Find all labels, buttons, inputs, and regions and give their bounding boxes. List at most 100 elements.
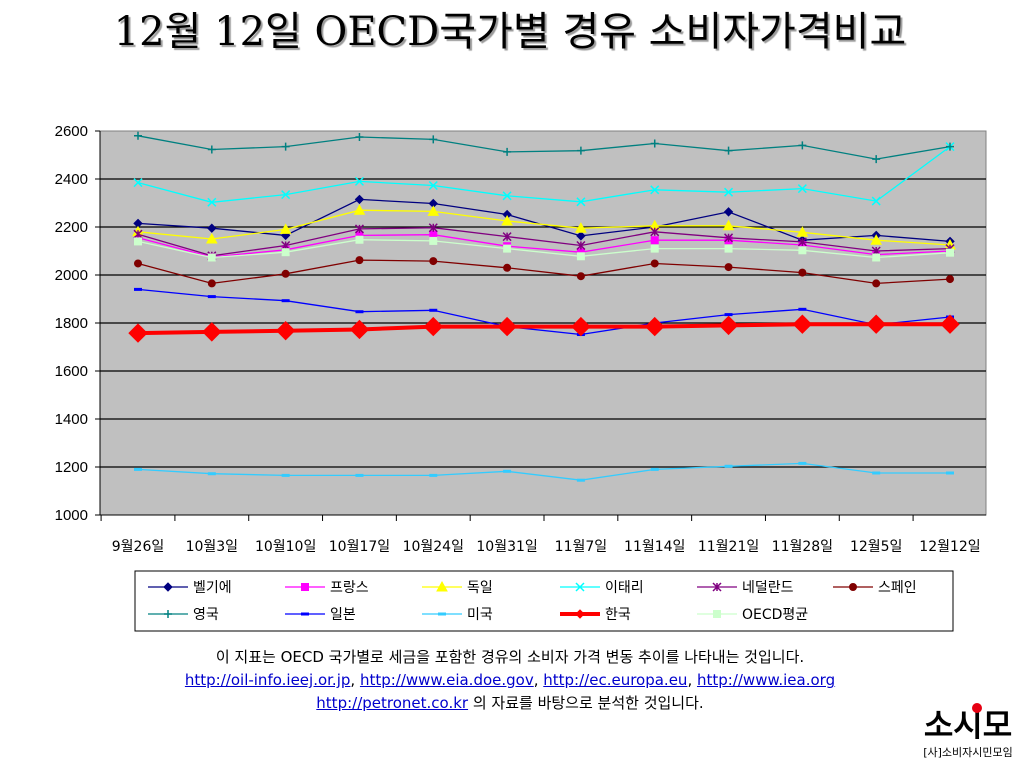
star-marker [724,233,734,243]
circle-marker [134,259,142,268]
x-marker [575,582,585,592]
dash-marker [872,471,881,475]
star-marker [133,229,143,239]
x-marker [428,180,438,191]
plus-marker [946,142,954,151]
x-tick-label: 10월10일 [255,539,316,555]
star-marker [650,227,660,237]
note-line-3: http://petronet.co.kr 의 자료를 바탕으로 분석한 것입니… [60,692,960,715]
diamond-marker [575,609,585,619]
series-line [137,234,951,258]
dash-marker [946,471,954,475]
logo-mark-text: 소시모 [924,706,1012,744]
legend-label: 영국 [193,607,219,623]
dash-marker [134,467,142,471]
source-link-ieej[interactable]: http://oil-info.ieej.or.jp [184,671,351,689]
triangle-marker [353,204,366,215]
series-2 [132,204,956,250]
dash-marker [438,612,446,616]
legend-label: 한국 [605,607,631,623]
series-line [137,135,951,160]
y-tick-label: 2000 [55,267,88,284]
circle-marker [798,268,807,277]
series-6 [134,131,954,164]
diamond-marker [645,316,665,337]
series-line [137,209,951,246]
y-tick-label: 2200 [55,219,88,236]
series-group [128,131,960,482]
circle-marker [946,275,954,284]
series-5 [134,256,954,288]
star-marker [502,232,512,242]
x-marker [354,176,364,186]
source-link-petronet[interactable]: http://petronet.co.kr [316,694,469,712]
legend-entry: 일본 [285,607,356,623]
plus-marker [134,131,142,140]
x-tick-label: 10월31일 [476,539,537,555]
square-marker [207,253,216,262]
legend-label: 미국 [467,607,493,623]
organization-logo: 소시모 [사]소비자시민모임 [915,700,1021,764]
diamond-marker [128,323,148,343]
circle-marker [849,583,857,591]
legend-label: OECD평균 [742,607,808,623]
diamond-marker [163,582,173,592]
series-9 [128,314,960,343]
y-tick-label: 2400 [55,171,88,188]
dash-marker [650,467,659,471]
y-tick-label: 2600 [55,123,88,140]
dash-marker [724,313,733,317]
source-link-europa[interactable]: http://ec.europa.eu [543,671,688,689]
legend-entry: 벨기에 [148,580,232,596]
dash-marker [281,473,290,477]
square-marker [872,253,881,262]
x-tick-label: 10월17일 [329,539,390,555]
legend-label: 벨기에 [193,580,232,596]
triangle-marker [870,234,883,245]
circle-marker [429,257,438,266]
dash-marker [207,295,216,299]
square-marker [134,237,142,246]
series-10 [134,235,954,262]
circle-marker [724,263,733,272]
series-line [137,239,951,259]
legend-entry: 한국 [560,607,631,623]
dash-marker [355,310,364,314]
dash-marker [798,307,807,311]
x-tick-label: 10월3일 [186,539,238,555]
triangle-marker [722,219,735,231]
legend-entry: 미국 [422,607,493,623]
x-marker [502,191,512,201]
legend-entry: 네덜란드 [697,580,794,596]
y-tick-label: 1600 [55,363,88,380]
square-marker [650,236,659,245]
x-tick-label: 10월24일 [403,539,464,555]
diamond-marker [571,316,591,337]
note-line-2: http://oil-info.ieej.or.jp, http://www.e… [60,669,960,692]
plus-marker [724,146,733,155]
diamond-marker [866,314,886,334]
legend-entry: OECD평균 [697,607,808,623]
x-marker [871,196,881,206]
logo-dot [972,703,982,713]
source-link-iea[interactable]: http://www.iea.org [696,671,836,689]
y-axis: 1000 1200 1400 1600 1800 2000 2200 2400 2600 [55,123,101,524]
x-marker [797,184,807,194]
circle-marker [576,272,585,281]
diamond-marker [792,314,813,334]
dash-marker [503,469,512,473]
square-marker [429,236,438,245]
star-marker [281,240,291,251]
dash-marker [724,464,733,468]
diamond-marker [718,315,739,336]
diamond-marker [275,320,296,341]
circle-marker [355,256,364,265]
plus-marker [355,133,364,141]
dash-marker [576,478,585,482]
source-link-eia[interactable]: http://www.eia.doe.gov [359,671,534,689]
logo-caption: [사]소비자시민모임 [923,746,1013,759]
diamond-marker [940,314,960,334]
series-line [137,288,951,336]
triangle-marker [796,226,809,237]
plus-marker [798,141,807,150]
